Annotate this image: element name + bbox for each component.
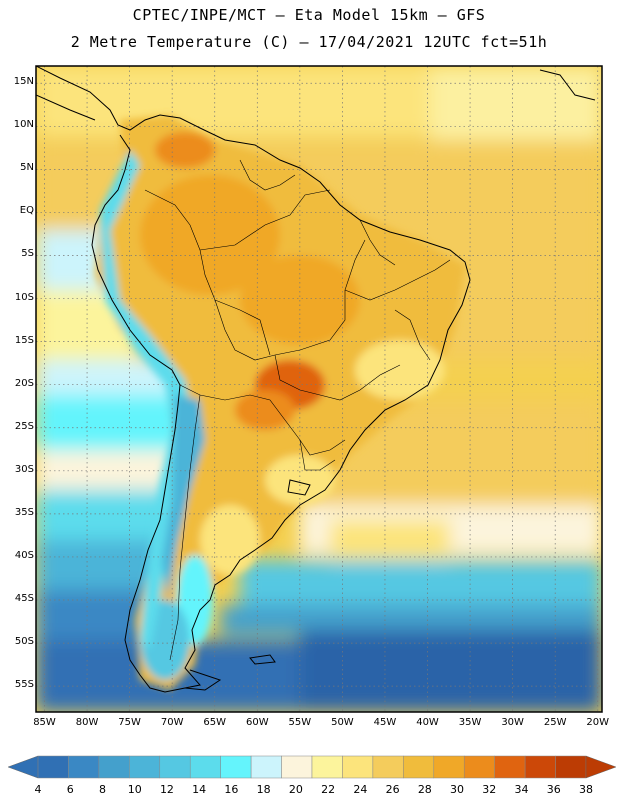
colorbar-label: 36 bbox=[546, 783, 561, 796]
colorbar-label: 10 bbox=[127, 783, 142, 796]
lat-label: 10N bbox=[13, 119, 34, 131]
colorbar-cell bbox=[37, 755, 69, 779]
lat-label: 20S bbox=[14, 377, 34, 389]
lat-label: 15S bbox=[14, 334, 34, 346]
lat-label: 40S bbox=[14, 549, 34, 561]
lat-label: 30S bbox=[14, 463, 34, 475]
lon-label: 20W bbox=[586, 717, 610, 728]
colorbar-label: 12 bbox=[159, 783, 174, 796]
colorbar bbox=[7, 755, 617, 779]
colorbar-label: 8 bbox=[98, 783, 106, 796]
colorbar-label: 34 bbox=[514, 783, 529, 796]
colorbar-cell bbox=[372, 755, 404, 779]
colorbar-label: 4 bbox=[34, 783, 42, 796]
colorbar-cell bbox=[494, 755, 526, 779]
lon-label: 30W bbox=[501, 717, 524, 728]
colorbar-label: 24 bbox=[353, 783, 368, 796]
colorbar-cell bbox=[159, 755, 191, 779]
title-line-2: 2 Metre Temperature (C) – 17/04/2021 12U… bbox=[70, 33, 548, 51]
map-field bbox=[36, 66, 602, 712]
colorbar-cell bbox=[250, 755, 282, 779]
colorbar-label: 32 bbox=[482, 783, 497, 796]
colorbar-cells bbox=[37, 755, 587, 779]
colorbar-arrow-low bbox=[7, 755, 39, 779]
lat-label: 5S bbox=[21, 248, 34, 260]
colorbar-cell bbox=[342, 755, 374, 779]
colorbar-label: 38 bbox=[579, 783, 593, 796]
lat-label: 15N bbox=[13, 76, 34, 88]
colorbar-cell bbox=[433, 755, 465, 779]
colorbar-label: 14 bbox=[192, 783, 207, 796]
lat-label: 5N bbox=[20, 162, 34, 174]
colorbar-label: 28 bbox=[417, 783, 432, 796]
colorbar-label: 22 bbox=[321, 783, 336, 796]
lat-label: EQ bbox=[19, 205, 34, 217]
coastline bbox=[36, 66, 596, 693]
country-borders bbox=[144, 159, 451, 661]
colorbar-cell bbox=[403, 755, 435, 779]
lon-label: 85W bbox=[33, 717, 56, 728]
lon-label: 45W bbox=[373, 717, 397, 728]
lon-label: 75W bbox=[118, 717, 141, 728]
lon-label: 40W bbox=[416, 717, 439, 728]
lat-label: 25S bbox=[14, 420, 34, 432]
lon-label: 70W bbox=[160, 717, 184, 728]
colorbar-label: 18 bbox=[256, 783, 271, 796]
colorbar-cell bbox=[68, 755, 100, 779]
lon-label: 35W bbox=[458, 717, 482, 728]
lon-label: 60W bbox=[245, 717, 269, 728]
colorbar-cell bbox=[129, 755, 161, 779]
colorbar-label: 30 bbox=[450, 783, 465, 796]
colorbar-label: 6 bbox=[66, 783, 74, 796]
colorbar-cell bbox=[555, 755, 587, 779]
colorbar-label: 20 bbox=[288, 783, 303, 796]
lon-label: 55W bbox=[288, 717, 312, 728]
lat-label: 10S bbox=[14, 291, 34, 303]
colorbar-cell bbox=[98, 755, 130, 779]
title-line-1: CPTEC/INPE/MCT – Eta Model 15km – GFS bbox=[132, 6, 486, 24]
map-frame bbox=[35, 65, 603, 713]
colorbar-arrow-high bbox=[585, 755, 617, 779]
colorbar-cell bbox=[524, 755, 556, 779]
lon-label: 65W bbox=[203, 717, 227, 728]
lat-label: 55S bbox=[14, 679, 34, 691]
colorbar-cell bbox=[220, 755, 252, 779]
lat-label: 45S bbox=[14, 593, 34, 605]
colorbar-cell bbox=[311, 755, 343, 779]
colorbar-cell bbox=[189, 755, 221, 779]
colorbar-cell bbox=[463, 755, 495, 779]
lon-label: 80W bbox=[75, 717, 99, 728]
lat-label: 50S bbox=[14, 636, 34, 648]
lon-label: 50W bbox=[331, 717, 354, 728]
lat-label: 35S bbox=[14, 506, 34, 518]
colorbar-label: 26 bbox=[385, 783, 400, 796]
lon-label: 25W bbox=[543, 717, 567, 728]
colorbar-label: 16 bbox=[224, 783, 239, 796]
colorbar-cell bbox=[281, 755, 313, 779]
